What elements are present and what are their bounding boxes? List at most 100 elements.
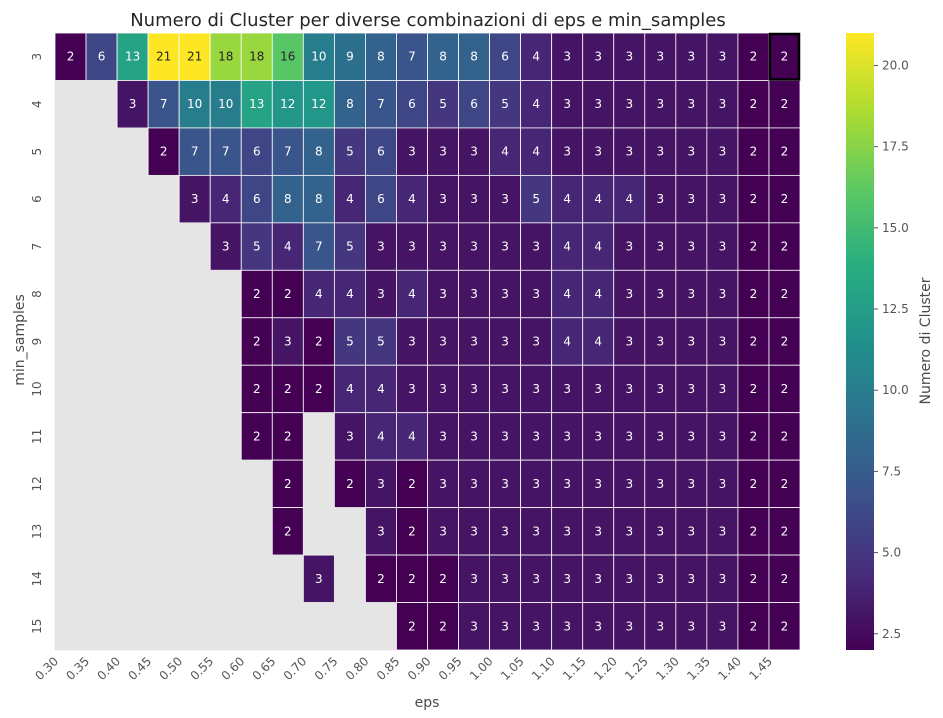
heatmap-cell [240, 269, 273, 319]
heatmap-cell [706, 317, 739, 366]
cell-value-label: 10 [187, 97, 202, 111]
cell-value-label: 4 [563, 335, 571, 349]
cell-value-label: 3 [656, 619, 664, 633]
cell-value-label: 5 [346, 145, 354, 159]
heatmap-cell [302, 269, 335, 319]
cell-value-label: 7 [191, 145, 199, 159]
cell-value-label: 4 [408, 287, 416, 301]
heatmap-cell-empty [54, 269, 87, 319]
cell-value-label: 3 [594, 619, 602, 633]
heatmap-cell-empty [147, 317, 180, 366]
cell-value-label: 3 [594, 97, 602, 111]
cell-value-label: 2 [284, 477, 292, 491]
y-tick-label: 9 [30, 338, 44, 346]
cell-value-label: 3 [501, 192, 509, 206]
heatmap-cell [768, 80, 801, 129]
heatmap-cell [333, 364, 366, 414]
heatmap-cell [178, 174, 211, 224]
cell-value-label: 2 [408, 572, 416, 586]
heatmap-cell [520, 317, 553, 366]
heatmap-cell [613, 269, 646, 319]
heatmap-cell [427, 459, 459, 509]
heatmap-cell [240, 80, 273, 129]
y-tick-labels: 3 4 5 6 7 8 9 10 11 12 13 14 15 [30, 53, 44, 634]
heatmap-cell [365, 127, 397, 176]
x-axis-label: eps [415, 695, 440, 711]
heatmap-cell [644, 507, 677, 556]
heatmap-cell-empty [240, 602, 273, 651]
cell-value-label: 4 [377, 382, 385, 396]
heatmap-cell [520, 32, 553, 81]
heatmap-cell [737, 364, 770, 414]
cell-value-label: 4 [377, 429, 385, 443]
heatmap-cell [209, 174, 242, 224]
cell-value-label: 16 [280, 50, 295, 64]
heatmap-cell [768, 269, 801, 319]
heatmap-cell [271, 317, 304, 366]
heatmap-cell-empty [54, 80, 87, 129]
cell-value-label: 2 [781, 524, 789, 538]
heatmap-cell [768, 602, 801, 651]
cell-value-label: 3 [688, 477, 696, 491]
chart-title: Numero di Cluster per diverse combinazio… [130, 10, 726, 31]
heatmap-cell [768, 364, 801, 414]
cell-value-label: 3 [656, 429, 664, 443]
heatmap-cell [613, 507, 646, 556]
heatmap-cell [582, 602, 615, 651]
cell-value-label: 6 [377, 192, 385, 206]
heatmap-cell [551, 222, 584, 271]
heatmap-cell [675, 364, 708, 414]
cell-value-label: 7 [284, 145, 292, 159]
heatmap-cell [644, 364, 677, 414]
heatmap-cell-empty [209, 317, 242, 366]
cell-value-label: 3 [470, 335, 478, 349]
cell-value-label: 3 [470, 145, 478, 159]
cell-value-label: 3 [532, 619, 540, 633]
cell-value-label: 3 [129, 97, 137, 111]
cell-value-label: 2 [781, 240, 789, 254]
cell-value-label: 2 [750, 97, 758, 111]
cell-value-label: 3 [346, 429, 354, 443]
heatmap-cell [302, 364, 335, 414]
cell-value-label: 2 [253, 335, 261, 349]
heatmap-cell [240, 222, 273, 271]
heatmap-cell [582, 80, 615, 129]
cell-value-label: 4 [563, 287, 571, 301]
x-tick-label: 1.45 [746, 654, 775, 683]
heatmap-cell-empty [178, 364, 211, 414]
cell-value-label: 2 [750, 145, 758, 159]
cell-value-label: 3 [532, 382, 540, 396]
heatmap-cell [116, 80, 149, 129]
heatmap-cell [737, 459, 770, 509]
heatmap-cell [706, 32, 739, 81]
cell-value-label: 3 [470, 429, 478, 443]
heatmap-cell [737, 222, 770, 271]
heatmap-cell [706, 602, 739, 651]
cell-value-label: 3 [563, 477, 571, 491]
heatmap-cell [737, 80, 770, 129]
heatmap-cell [365, 364, 397, 414]
cell-value-label: 3 [377, 287, 385, 301]
heatmap-cell [396, 317, 428, 366]
y-tick-label: 6 [30, 195, 44, 203]
heatmap-cell-empty [302, 459, 335, 509]
cell-value-label: 3 [594, 477, 602, 491]
heatmap-cell-empty [116, 412, 149, 461]
cell-value-label: 5 [501, 97, 509, 111]
heatmap-cell-empty [116, 554, 149, 603]
y-tick-label: 5 [30, 148, 44, 156]
cell-value-label: 2 [750, 287, 758, 301]
cell-value-label: 3 [625, 429, 633, 443]
colorbar-tick-label: 5.0 [882, 546, 901, 560]
heatmap-cell-empty [85, 269, 118, 319]
heatmap-cell [551, 32, 584, 81]
heatmap-cell [302, 222, 335, 271]
heatmap-cell-empty [54, 127, 87, 176]
cell-value-label: 4 [594, 240, 602, 254]
heatmap-cell [365, 222, 397, 271]
heatmap-cell [396, 459, 428, 509]
cell-value-label: 4 [594, 192, 602, 206]
cell-value-label: 3 [594, 572, 602, 586]
cell-value-label: 3 [719, 477, 727, 491]
heatmap-cell-empty [302, 412, 335, 461]
